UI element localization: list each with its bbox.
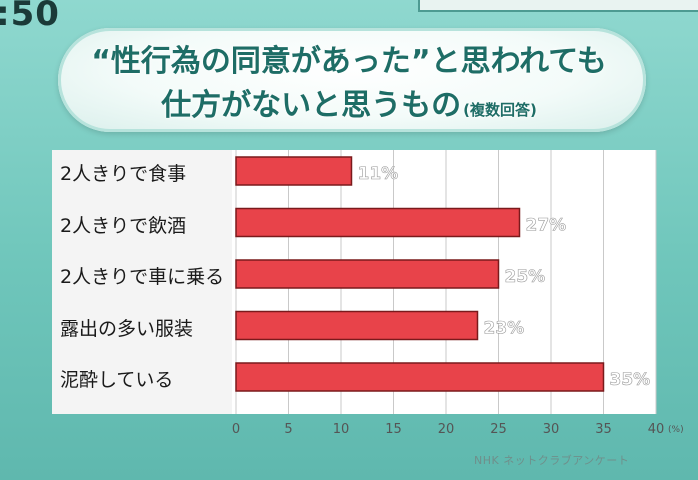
x-tick-label-5: 5	[284, 422, 292, 437]
chart-title-line2: 仕方がないと思うもの (複数回答)	[0, 80, 698, 124]
chart-title-main: 仕方がないと思うもの	[161, 88, 462, 123]
x-tick-label-30: 30	[543, 422, 560, 437]
category-label-3: 2人きりで車に乗る	[60, 266, 225, 288]
x-tick-label-10: 10	[333, 422, 350, 437]
value-label-3: 25%	[505, 267, 546, 287]
value-label-5: 35%	[610, 370, 651, 390]
category-label-4: 露出の多い服装	[60, 317, 194, 340]
category-label-column	[52, 150, 232, 414]
value-label-2: 27%	[526, 216, 567, 236]
bar-4	[235, 310, 479, 341]
category-label-5: 泥酔している	[60, 369, 174, 391]
bar-2	[235, 207, 521, 238]
chart-title-line1: “性行為の同意があった”と思われても	[91, 44, 607, 79]
x-tick-label-40: 40	[648, 422, 665, 437]
top-frame	[418, 0, 698, 12]
title-banner	[58, 28, 646, 132]
x-axis-unit: (%)	[668, 425, 684, 435]
x-tick-label-25: 25	[490, 422, 507, 437]
x-tick-label-0: 0	[232, 422, 240, 437]
clock-time: :50	[0, 0, 60, 34]
value-label-1: 11%	[358, 164, 399, 184]
value-label-4: 23%	[484, 319, 525, 339]
x-tick-label-20: 20	[438, 422, 455, 437]
source-note: NHK ネットクラブアンケート	[474, 454, 630, 467]
x-tick-label-15: 15	[385, 422, 402, 437]
category-label-1: 2人きりで食事	[60, 163, 187, 185]
chart-title-note: (複数回答)	[463, 101, 537, 119]
category-label-2: 2人きりで飲酒	[60, 214, 187, 237]
x-tick-label-35: 35	[595, 422, 612, 437]
bar-1	[235, 156, 353, 186]
bar-5	[235, 362, 605, 392]
bar-3	[235, 259, 500, 289]
